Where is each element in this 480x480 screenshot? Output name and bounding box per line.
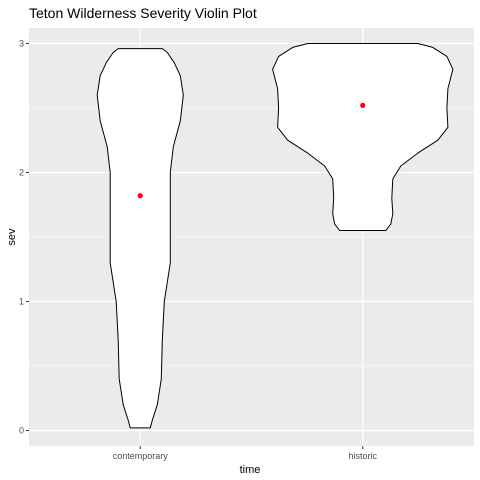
violins bbox=[96, 43, 454, 429]
y-tick-label: 0 bbox=[19, 426, 24, 436]
x-tick-label: historic bbox=[348, 451, 377, 461]
mean-point-contemporary bbox=[137, 193, 143, 199]
mean-points bbox=[137, 102, 366, 199]
x-axis-title: time bbox=[240, 464, 261, 476]
chart-title: Teton Wilderness Severity Violin Plot bbox=[29, 5, 257, 21]
y-tick-label: 1 bbox=[19, 297, 24, 307]
y-tick-label: 2 bbox=[19, 167, 24, 177]
x-tick-label: contemporary bbox=[113, 451, 169, 461]
violin-contemporary bbox=[96, 48, 184, 429]
mean-point-historic bbox=[360, 102, 366, 109]
x-axis: contemporary historic bbox=[113, 446, 377, 461]
violin-historic bbox=[272, 43, 454, 231]
y-axis-title: sev bbox=[6, 228, 18, 246]
y-tick-label: 3 bbox=[19, 38, 24, 48]
y-axis: 0 1 2 3 bbox=[19, 38, 29, 436]
